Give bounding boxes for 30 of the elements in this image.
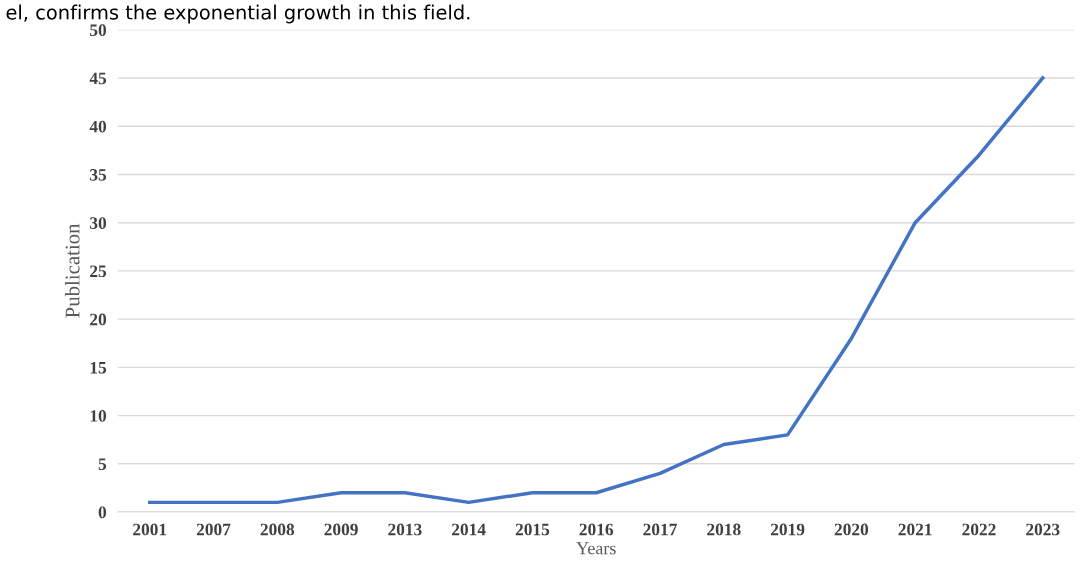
x-tick-label: 2016	[579, 523, 614, 536]
y-tick-label: 25	[90, 265, 107, 278]
text: el, confirms the exponential growth in this field.	[6, 4, 470, 24]
x-tick-label: 2019	[770, 523, 805, 536]
y-axis-title: Publication	[64, 223, 80, 318]
x-tick-label: 2020	[834, 523, 869, 536]
x-tick-label: 2015	[515, 523, 550, 536]
x-tick-label: 2008	[260, 523, 295, 536]
y-tick-label: 30	[90, 217, 107, 229]
x-tick-label: 2018	[707, 523, 741, 536]
y-tick-label: 5	[98, 458, 107, 470]
x-tick-label: 2001	[133, 523, 167, 536]
y-tick-label: 20	[90, 313, 107, 326]
x-tick-label: 2009	[324, 523, 358, 536]
y-tick-label: 15	[90, 361, 107, 374]
line-series	[147, 76, 1045, 505]
y-tick-label: 10	[90, 410, 107, 422]
x-tick-label: 2014	[452, 523, 486, 536]
x-tick-label: 2017	[643, 523, 677, 536]
x-tick-label: 2013	[388, 523, 422, 536]
x-tick-label: 2022	[962, 523, 996, 536]
y-tick-label: 50	[90, 24, 107, 37]
x-tick-label: 2023	[1026, 523, 1060, 536]
y-tick-label: 0	[98, 506, 107, 519]
x-tick-label: 2021	[898, 523, 932, 536]
y-tick-label: 45	[89, 72, 107, 85]
x-axis-title: Years	[576, 542, 616, 555]
y-tick-label: 40	[89, 120, 107, 133]
y-tick-label: 35	[90, 169, 107, 181]
x-tick-label: 2007	[196, 523, 231, 536]
